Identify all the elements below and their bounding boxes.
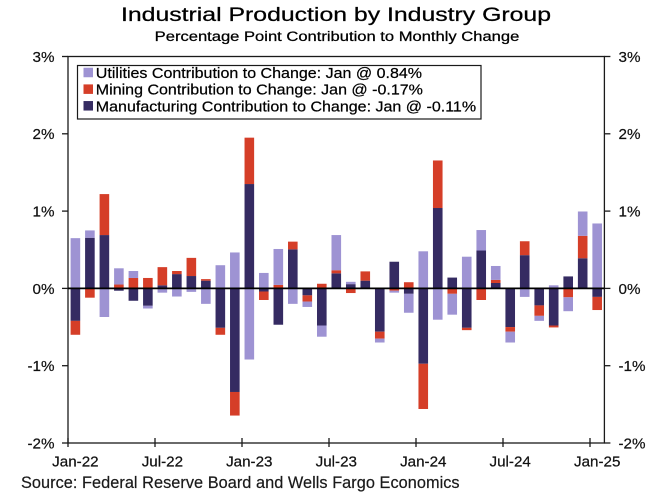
svg-text:Jul-23: Jul-23	[316, 454, 357, 471]
svg-text:3%: 3%	[619, 49, 641, 66]
svg-text:1%: 1%	[619, 204, 641, 221]
svg-text:2%: 2%	[619, 126, 641, 143]
svg-text:Manufacturing Contribution to: Manufacturing Contribution to Change: Ja…	[96, 99, 476, 115]
svg-text:Utilities Contribution to Chan: Utilities Contribution to Change: Jan @ …	[96, 65, 422, 81]
svg-text:3%: 3%	[33, 49, 55, 66]
svg-text:Jan-25: Jan-25	[574, 454, 620, 471]
svg-text:0%: 0%	[619, 281, 641, 298]
svg-text:-2%: -2%	[619, 435, 646, 452]
svg-text:0%: 0%	[33, 281, 55, 298]
svg-text:Jan-24: Jan-24	[400, 454, 446, 471]
svg-text:Mining Contribution to Change:: Mining Contribution to Change: Jan @ -0.…	[96, 82, 423, 98]
svg-text:1%: 1%	[33, 204, 55, 221]
svg-text:Jan-23: Jan-23	[226, 454, 272, 471]
svg-text:2%: 2%	[33, 126, 55, 143]
svg-text:-2%: -2%	[27, 435, 54, 452]
svg-text:-1%: -1%	[27, 358, 54, 375]
svg-text:Jul-24: Jul-24	[490, 454, 531, 471]
svg-text:Jan-22: Jan-22	[52, 454, 98, 471]
svg-text:Jul-22: Jul-22	[142, 454, 183, 471]
svg-text:-1%: -1%	[619, 358, 646, 375]
